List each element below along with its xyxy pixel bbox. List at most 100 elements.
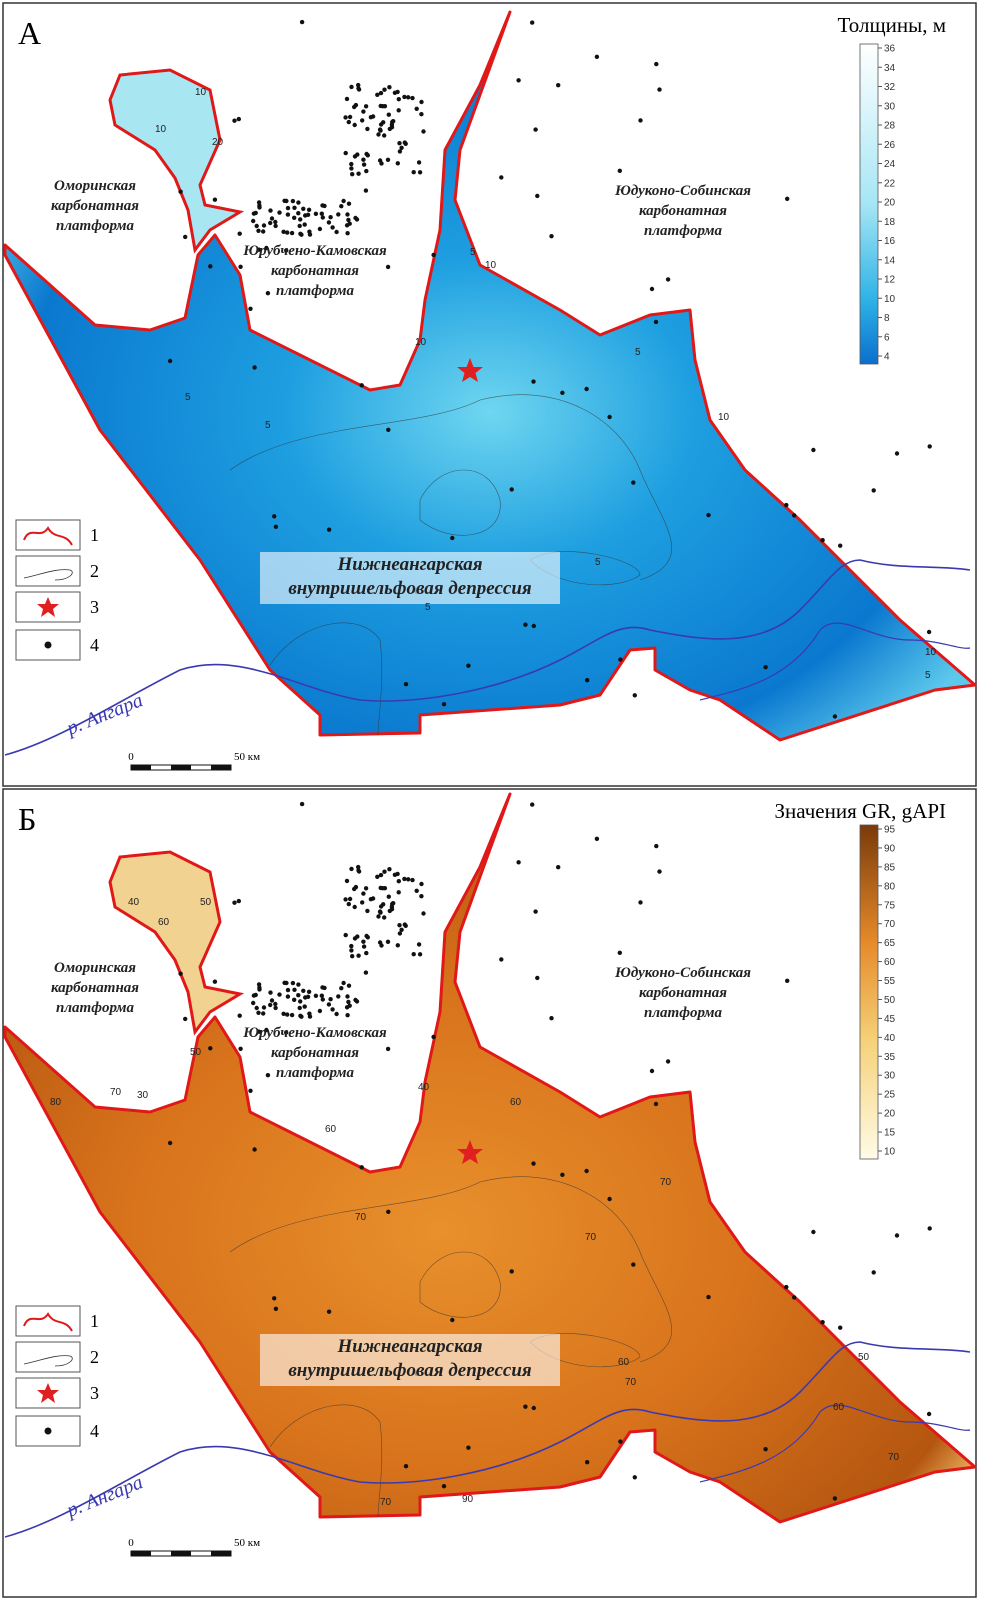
well [361, 944, 367, 949]
well [417, 170, 423, 175]
well [232, 118, 237, 123]
well [303, 213, 308, 218]
well [352, 154, 358, 159]
contour-label: 5 [425, 602, 431, 613]
well [360, 900, 365, 905]
colorbar-tick-label: 45 [884, 1014, 896, 1025]
well [252, 1147, 257, 1152]
well [556, 83, 561, 88]
well [509, 487, 514, 492]
well [349, 948, 354, 953]
contour-label: 80 [50, 1097, 62, 1108]
well [292, 205, 297, 210]
well [352, 122, 357, 128]
well [531, 1161, 536, 1166]
well [317, 226, 323, 232]
contour-label: 50 [190, 1047, 202, 1058]
well [285, 994, 291, 999]
well [391, 901, 396, 906]
well [523, 1404, 528, 1409]
well [594, 836, 600, 841]
contour-label: 10 [155, 124, 167, 135]
region-label: Юрубчено-Камовская [242, 243, 387, 259]
well [344, 1005, 350, 1010]
well [353, 215, 358, 221]
well [585, 1460, 590, 1465]
well [653, 1101, 659, 1107]
well [350, 954, 355, 959]
well [385, 157, 391, 162]
well [397, 149, 403, 154]
well [306, 207, 312, 212]
legend-box [15, 519, 81, 551]
well [380, 104, 385, 109]
well [341, 980, 346, 986]
lake-area [108, 68, 245, 254]
well [281, 1011, 286, 1016]
well [343, 932, 348, 938]
well [380, 886, 385, 891]
well [618, 657, 623, 662]
well [257, 205, 262, 210]
well [344, 878, 350, 884]
well [322, 203, 327, 209]
region-label: Юдуконо-Собинская [614, 183, 751, 199]
well [269, 216, 275, 221]
well [516, 860, 521, 865]
well [298, 217, 303, 222]
well [894, 1233, 900, 1238]
legend-box [15, 1305, 81, 1337]
well [285, 230, 290, 235]
well [284, 198, 289, 204]
well [290, 980, 296, 986]
well [346, 983, 352, 988]
legend-label: 4 [90, 635, 99, 655]
colorbar-tick-label: 32 [884, 82, 896, 93]
well [417, 952, 423, 957]
well [356, 864, 361, 870]
contour-label: 5 [635, 347, 641, 358]
well [346, 999, 351, 1005]
well [617, 950, 622, 955]
well [349, 166, 354, 171]
contour-label: 60 [510, 1097, 522, 1108]
well [926, 1411, 932, 1417]
well [167, 358, 173, 364]
well [277, 210, 282, 215]
well [339, 986, 344, 991]
well [378, 90, 384, 96]
well [391, 119, 396, 124]
legend-box [15, 1415, 81, 1447]
legend-label: 1 [90, 1311, 99, 1331]
well [363, 970, 369, 975]
well [251, 993, 257, 998]
legend-contour [23, 569, 73, 581]
map-panel: Оморинская карбонатная платформа Юрубчено-К… [3, 10, 977, 756]
colorbar-tick-label: 4 [884, 352, 890, 363]
well [396, 879, 401, 884]
colorbar-tick-label: 90 [884, 843, 896, 854]
well [365, 126, 370, 132]
well [328, 997, 333, 1002]
colorbar-tick-label: 65 [884, 938, 896, 949]
region-label: платформа [276, 1065, 354, 1081]
well [297, 223, 302, 229]
well [927, 444, 932, 449]
colorbar-tick-label: 18 [884, 217, 896, 228]
region-label: карбонатная [51, 198, 139, 214]
well [268, 1002, 273, 1008]
well [345, 994, 350, 999]
contour-label: 70 [660, 1177, 672, 1188]
well [334, 1011, 339, 1017]
well [261, 1011, 266, 1016]
contour-line [419, 1251, 501, 1318]
well [257, 987, 262, 992]
well [296, 982, 301, 987]
well [251, 211, 257, 216]
well [618, 1439, 623, 1444]
well [410, 877, 415, 883]
well [378, 872, 384, 878]
well [785, 978, 790, 983]
well [350, 172, 355, 177]
contour-label: 20 [212, 137, 224, 148]
